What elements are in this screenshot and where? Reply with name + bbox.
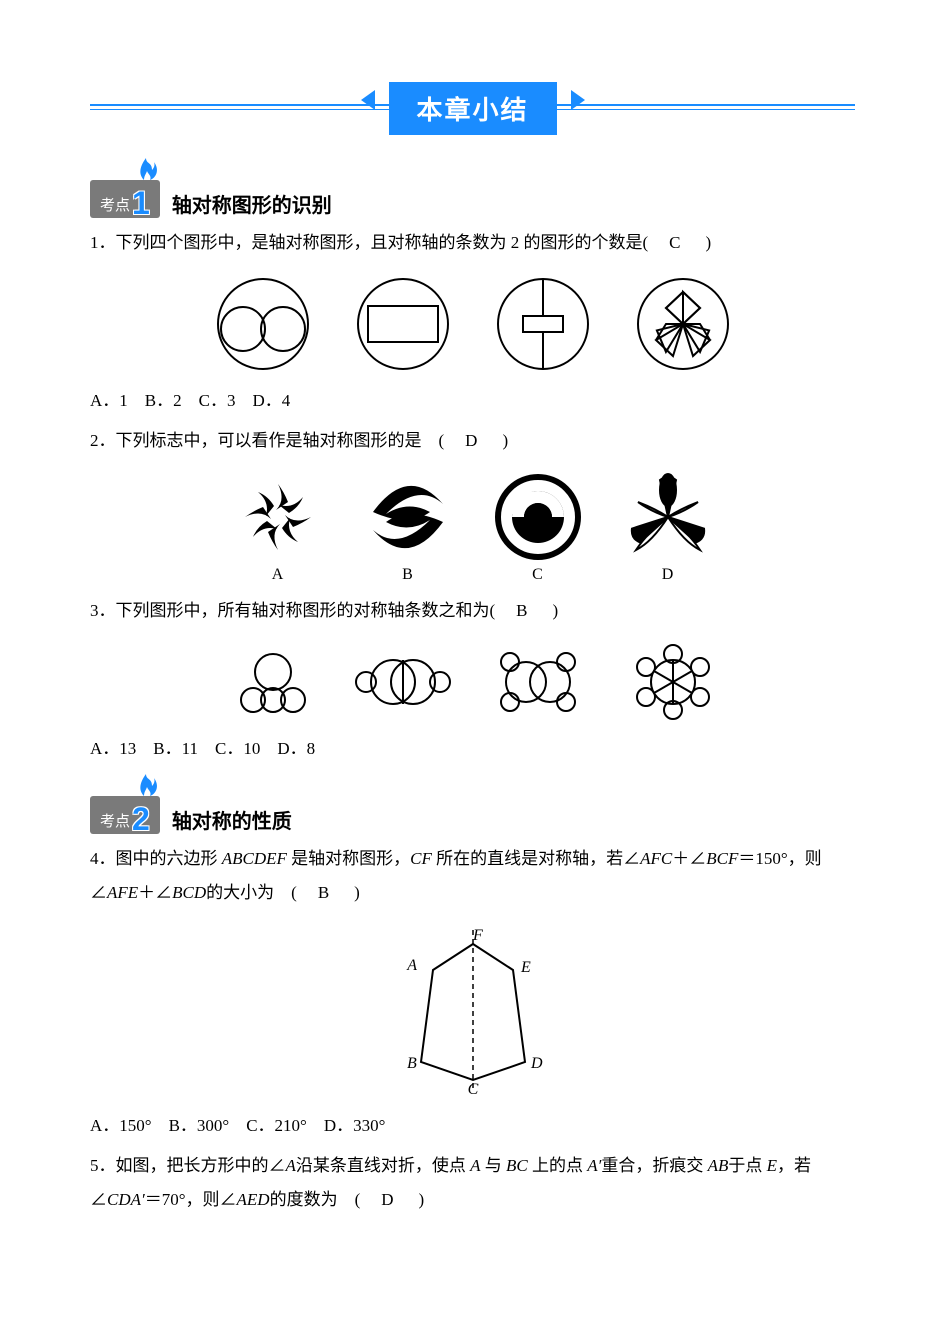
badge-label: 考点: [100, 810, 130, 831]
q2-fig-b: [358, 472, 458, 562]
topic-badge-2: 考点 2: [90, 796, 160, 834]
q1-options: A．1 B．2 C．3 D．4: [90, 384, 855, 418]
q1-fig-4: [628, 274, 738, 374]
question-3: 3．下列图形中，所有轴对称图形的对称轴条数之和为( B ): [90, 594, 855, 628]
section-2-title: 轴对称的性质: [172, 805, 292, 834]
q2-answer: D: [444, 431, 502, 450]
badge-number: 2: [132, 803, 150, 835]
question-4: 4．图中的六边形 ABCDEF 是轴对称图形，CF 所在的直线是对称轴，若∠AF…: [90, 842, 855, 910]
q2-num: 2．: [90, 431, 116, 450]
q3-answer: B: [495, 601, 552, 620]
svg-text:F: F: [472, 927, 483, 944]
question-2: 2．下列标志中，可以看作是轴对称图形的是 ( D ): [90, 424, 855, 458]
q3-fig-1: [218, 642, 328, 722]
q2-fig-c: [488, 472, 588, 562]
section-1-title: 轴对称图形的识别: [172, 189, 332, 218]
q1-fig-1: [208, 274, 318, 374]
q3-fig-4: [618, 642, 728, 722]
chapter-title: 本章小结: [388, 82, 556, 135]
question-1: 1．下列四个图形中，是轴对称图形，且对称轴的条数为 2 的图形的个数是( C ): [90, 226, 855, 260]
q1-figures: [90, 274, 855, 374]
q1-num: 1．: [90, 233, 116, 252]
chapter-banner: 本章小结: [90, 80, 855, 140]
q4-options: A．150° B．300° C．210° D．330°: [90, 1109, 855, 1143]
q2-label-b: B: [402, 566, 413, 584]
q2-figures: A B C: [90, 472, 855, 584]
svg-text:E: E: [520, 959, 531, 976]
q3-close: ): [553, 601, 559, 620]
badge-number: 1: [132, 187, 150, 219]
q2-label-a: A: [272, 566, 284, 584]
banner-arrow-right: [571, 90, 585, 110]
q3-options: A．13 B．11 C．10 D．8: [90, 732, 855, 766]
q5-answer: D: [360, 1190, 418, 1209]
q3-num: 3．: [90, 601, 116, 620]
flame-icon: [132, 152, 162, 182]
svg-text:D: D: [530, 1055, 543, 1072]
q1-close: ): [706, 233, 712, 252]
q2-close: ): [502, 431, 508, 450]
svg-text:B: B: [407, 1055, 417, 1072]
section-1-header: 考点 1 轴对称图形的识别: [90, 180, 855, 218]
q2-label-d: D: [662, 566, 674, 584]
q2-text: 下列标志中，可以看作是轴对称图形的是 (: [116, 431, 445, 450]
question-5: 5．如图，把长方形中的∠A沿某条直线对折，使点 A 与 BC 上的点 A′重合，…: [90, 1149, 855, 1217]
q1-answer: C: [648, 233, 705, 252]
flame-icon: [132, 768, 162, 798]
q1-fig-3: [488, 274, 598, 374]
svg-text:A: A: [406, 957, 417, 974]
q3-text: 下列图形中，所有轴对称图形的对称轴条数之和为(: [116, 601, 496, 620]
q4-num: 4．: [90, 849, 116, 868]
q3-fig-3: [478, 642, 598, 722]
q2-fig-a: [228, 472, 328, 562]
q5-num: 5．: [90, 1156, 116, 1175]
banner-arrow-left: [361, 90, 375, 110]
q4-answer: B: [297, 883, 354, 902]
topic-badge-1: 考点 1: [90, 180, 160, 218]
q2-fig-d: [618, 472, 718, 562]
q1-fig-2: [348, 274, 458, 374]
q2-label-c: C: [532, 566, 543, 584]
q3-figures: [90, 642, 855, 722]
badge-label: 考点: [100, 194, 130, 215]
q4-figure: F E D C B A: [90, 922, 855, 1097]
q3-fig-2: [348, 642, 458, 722]
svg-text:C: C: [467, 1081, 478, 1097]
q1-text: 下列四个图形中，是轴对称图形，且对称轴的条数为 2 的图形的个数是(: [116, 233, 649, 252]
section-2-header: 考点 2 轴对称的性质: [90, 796, 855, 834]
